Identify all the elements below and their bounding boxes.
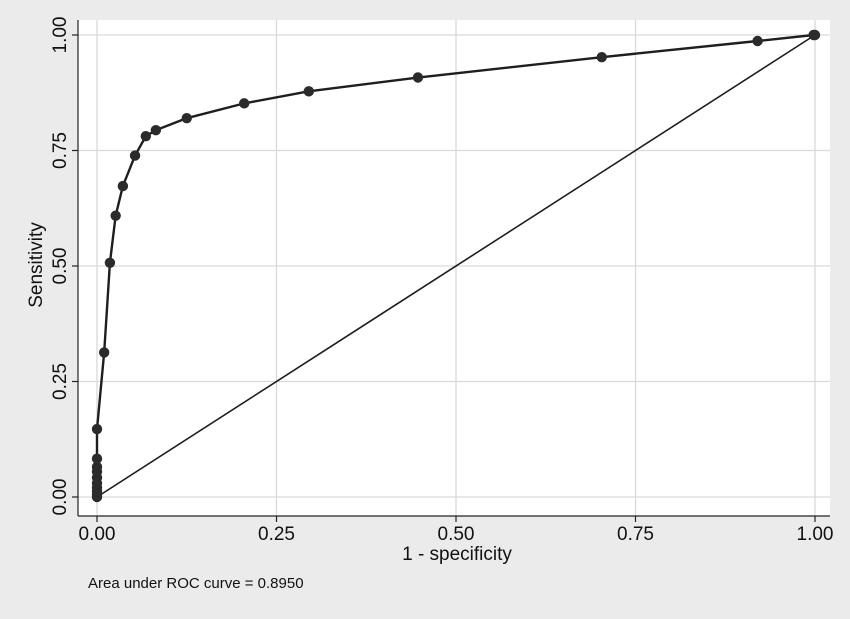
roc-point: [303, 86, 315, 97]
roc-point: [809, 29, 821, 41]
axes-layer: [72, 20, 830, 522]
roc-point: [596, 51, 607, 63]
y-tick-label: 0.50: [50, 248, 71, 285]
y-tick-label: 0.00: [50, 479, 71, 516]
roc-point: [129, 150, 141, 161]
series-layer: [91, 29, 821, 503]
roc-point: [104, 257, 116, 268]
y-axis-title: Sensitivity: [26, 222, 47, 308]
x-tick-label: 0.75: [617, 524, 654, 545]
roc-point: [238, 98, 250, 109]
x-tick-label: 0.25: [258, 524, 295, 545]
roc-point: [98, 347, 110, 358]
reference-line: [96, 34, 816, 498]
roc-point: [91, 453, 103, 464]
roc-point: [752, 35, 763, 47]
roc-point: [91, 423, 103, 435]
tick-labels: 0.00 0.25 0.50 0.75 1.00 0.00 0.25 0.50 0.75 1.00: [50, 17, 833, 545]
roc-point: [110, 210, 121, 221]
roc-point: [140, 130, 152, 142]
x-tick-label: 1.00: [797, 524, 834, 545]
y-tick-label: 0.25: [50, 363, 71, 400]
y-tick-label: 1.00: [50, 17, 71, 54]
y-tick-label: 0.75: [50, 132, 71, 169]
x-tick-label: 0.50: [438, 524, 475, 545]
roc-point: [150, 124, 162, 136]
x-tick-label: 0.00: [79, 524, 116, 545]
auc-note: Area under ROC curve = 0.8950: [88, 575, 304, 592]
roc-point: [181, 112, 192, 124]
roc-point: [91, 461, 103, 473]
roc-point: [117, 180, 129, 192]
grid-layer: [78, 20, 830, 516]
roc-point: [412, 72, 424, 83]
x-axis-title: 1 - specificity: [402, 544, 512, 565]
